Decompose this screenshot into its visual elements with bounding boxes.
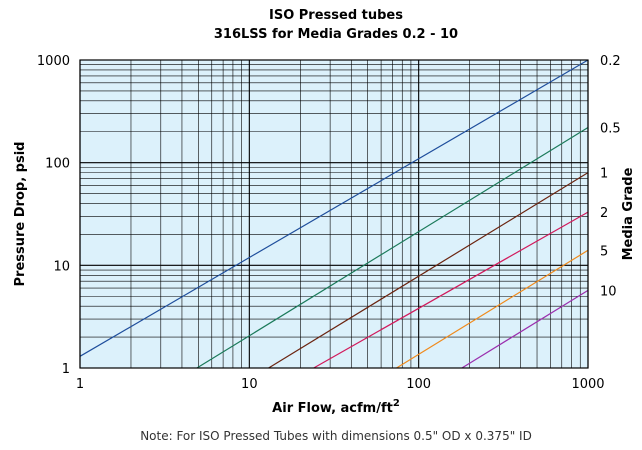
series-line-grade-2: [313, 211, 589, 369]
series-group: [79, 59, 589, 369]
x-tick-label: 10: [241, 377, 258, 392]
plot-area: [80, 60, 588, 368]
right-axis-label: Media Grade: [621, 167, 636, 260]
x-tick-labels: 1 10 100 1000: [76, 377, 605, 392]
x-tick-label: 1000: [571, 377, 604, 392]
y-tick-label: 10: [53, 259, 70, 274]
chart-subtitle: 316LSS for Media Grades 0.2 - 10: [214, 27, 458, 42]
series-line-grade-0.2: [79, 59, 589, 357]
series-line-grade-1: [268, 172, 589, 369]
y-tick-labels: 1 10 100 1000: [37, 54, 70, 377]
grid: [79, 59, 589, 369]
media-grade-label: 10: [600, 284, 617, 299]
y-tick-label: 100: [45, 157, 70, 172]
plot-frame: [79, 59, 589, 369]
chart-title: ISO Pressed tubes: [269, 8, 403, 23]
media-grade-label: 2: [600, 206, 608, 221]
y-tick-label: 1000: [37, 54, 70, 69]
series-line-grade-0.5: [196, 126, 589, 369]
media-grade-labels: 0.2 0.5 1 2 5 10: [600, 54, 621, 299]
x-tick-label: 100: [406, 377, 431, 392]
media-grade-label: 1: [600, 167, 608, 182]
media-grade-label: 5: [600, 244, 608, 259]
x-tick-label: 1: [76, 377, 84, 392]
x-axis-label-superscript: 2: [393, 398, 400, 409]
x-axis-label: Air Flow, acfm/ft2: [272, 398, 400, 416]
x-axis-label-text: Air Flow, acfm/ft: [272, 401, 393, 416]
media-grade-label: 0.2: [600, 54, 621, 69]
series-line-grade-10: [461, 289, 589, 369]
media-grade-label: 0.5: [600, 122, 621, 137]
y-axis-label: Pressure Drop, psid: [13, 142, 28, 287]
y-tick-label: 1: [62, 362, 70, 377]
series-line-grade-5: [396, 249, 589, 369]
footnote: Note: For ISO Pressed Tubes with dimensi…: [140, 429, 532, 443]
